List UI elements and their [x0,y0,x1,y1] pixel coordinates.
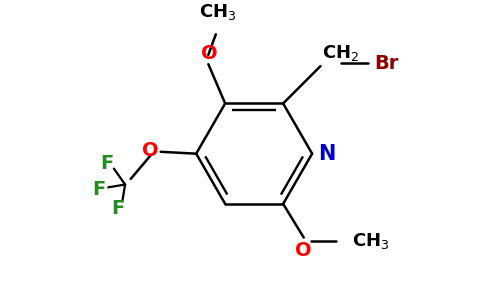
Text: O: O [295,241,312,260]
Text: CH$_3$: CH$_3$ [352,231,390,251]
Text: O: O [201,44,218,63]
Text: O: O [142,141,159,160]
Text: F: F [92,180,106,199]
Text: CH$_2$: CH$_2$ [322,43,360,63]
Text: F: F [111,199,124,218]
Text: CH$_3$: CH$_3$ [199,2,236,22]
Text: Br: Br [374,54,398,73]
Text: N: N [318,144,335,164]
Text: F: F [100,154,113,173]
